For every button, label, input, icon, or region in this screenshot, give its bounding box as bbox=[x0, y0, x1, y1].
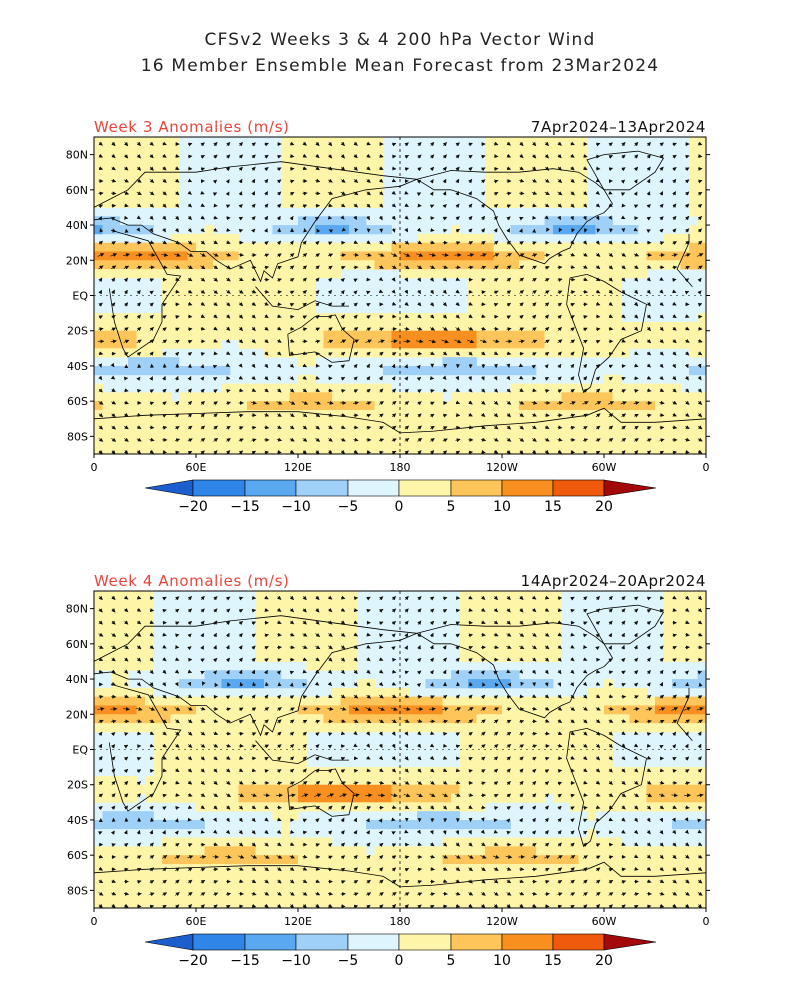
lon-tick-label: 60E bbox=[186, 461, 207, 474]
lat-tick-label: 80S bbox=[67, 430, 88, 443]
week3-panel-label: Week 3 Anomalies (m/s) bbox=[94, 118, 290, 136]
colorbar-tick-label: 10 bbox=[493, 953, 511, 969]
lat-tick-label: 40N bbox=[66, 673, 88, 686]
colorbar-tick-label: −20 bbox=[178, 499, 208, 515]
lon-tick-label: 60W bbox=[592, 461, 617, 474]
colorbar-tick-label: −5 bbox=[338, 499, 359, 515]
colorbar-tick-label: −10 bbox=[281, 953, 311, 969]
lat-tick-label: 40S bbox=[67, 360, 88, 373]
colorbar-tick-label: 15 bbox=[544, 953, 562, 969]
colorbar-tick-label: −15 bbox=[230, 499, 260, 515]
colorbar-tick-label: −20 bbox=[178, 953, 208, 969]
lat-tick-label: 80S bbox=[67, 884, 88, 897]
colorbar-tick-label: 0 bbox=[395, 499, 404, 515]
lon-tick-label: 180 bbox=[390, 461, 411, 474]
lon-tick-label: 0 bbox=[703, 461, 710, 474]
figure-title-line1: CFSv2 Weeks 3 & 4 200 hPa Vector Wind bbox=[204, 30, 596, 50]
colorbar-tick-label: 5 bbox=[447, 953, 456, 969]
week4-map-panel: 80N 60N 40N 20N EQ 20S 40S 60S 80S 0 60E 120E 180 120… bbox=[66, 590, 710, 928]
lon-tick-label: 180 bbox=[390, 915, 411, 928]
week4-colorbar: −20 −15 −10 −5 0 5 10 15 20 bbox=[144, 933, 657, 969]
lon-tick-label: 120E bbox=[284, 915, 312, 928]
lon-tick-label: 0 bbox=[91, 915, 98, 928]
lat-tick-label: 60N bbox=[66, 184, 88, 197]
week4-date-range: 14Apr2024–20Apr2024 bbox=[520, 572, 706, 590]
lat-tick-label: 40S bbox=[67, 814, 88, 827]
lon-tick-label: 60E bbox=[186, 915, 207, 928]
lon-tick-label: 120W bbox=[486, 915, 518, 928]
lat-tick-label: 20S bbox=[67, 325, 88, 338]
colorbar-tick-label: 5 bbox=[447, 499, 456, 515]
lat-tick-label: 20S bbox=[67, 779, 88, 792]
colorbar-tick-label: 20 bbox=[595, 953, 613, 969]
week3-date-range: 7Apr2024–13Apr2024 bbox=[530, 118, 706, 136]
colorbar-tick-label: 20 bbox=[595, 499, 613, 515]
lat-tick-label: EQ bbox=[72, 744, 88, 757]
lat-tick-label: 60S bbox=[67, 395, 88, 408]
lon-tick-label: 60W bbox=[592, 915, 617, 928]
week3-colorbar: −20 −15 −10 −5 0 5 10 15 20 bbox=[144, 479, 657, 515]
wind-vectors bbox=[97, 141, 704, 455]
lat-tick-label: EQ bbox=[72, 290, 88, 303]
lon-tick-label: 0 bbox=[91, 461, 98, 474]
lon-tick-label: 120W bbox=[486, 461, 518, 474]
lat-tick-label: 40N bbox=[66, 219, 88, 232]
colorbar-tick-label: 0 bbox=[395, 953, 404, 969]
week3-map-panel: 80N 60N 40N 20N EQ 20S 40S 60S 80S 0 60E 120E 180 120… bbox=[66, 136, 710, 474]
colorbar-tick-label: −15 bbox=[230, 953, 260, 969]
wind-vectors bbox=[97, 595, 704, 909]
lon-tick-label: 120E bbox=[284, 461, 312, 474]
lat-tick-label: 60S bbox=[67, 849, 88, 862]
colorbar-tick-label: −10 bbox=[281, 499, 311, 515]
lat-tick-label: 60N bbox=[66, 638, 88, 651]
lat-tick-label: 20N bbox=[66, 254, 88, 267]
colorbar-tick-label: 10 bbox=[493, 499, 511, 515]
lat-tick-label: 80N bbox=[66, 603, 88, 616]
week4-panel-label: Week 4 Anomalies (m/s) bbox=[94, 572, 290, 590]
lat-tick-label: 20N bbox=[66, 708, 88, 721]
colorbar-tick-label: −5 bbox=[338, 953, 359, 969]
figure-title-line2: 16 Member Ensemble Mean Forecast from 23… bbox=[140, 56, 660, 76]
lon-tick-label: 0 bbox=[703, 915, 710, 928]
lat-tick-label: 80N bbox=[66, 149, 88, 162]
colorbar-tick-label: 15 bbox=[544, 499, 562, 515]
